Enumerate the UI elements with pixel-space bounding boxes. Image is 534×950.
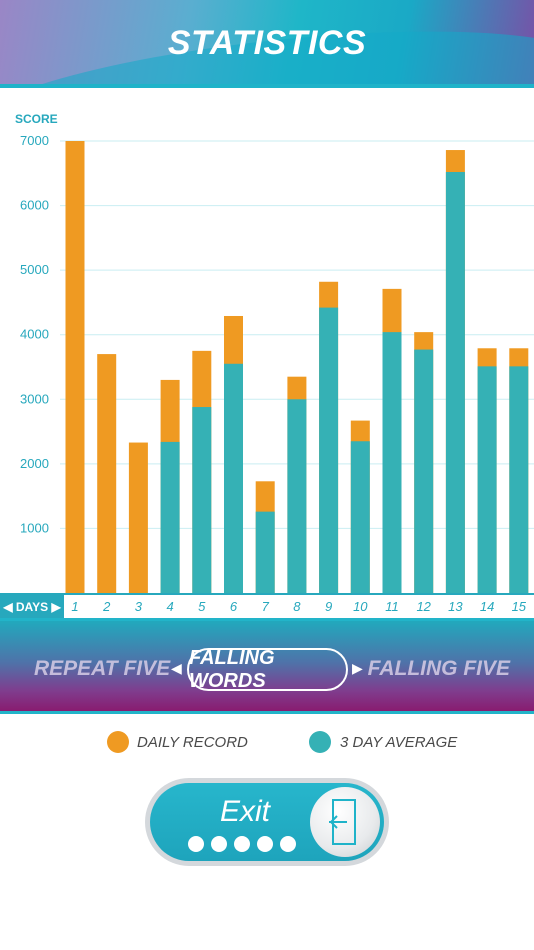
bar-three-day-average: [414, 349, 434, 593]
x-tick-label: 10: [353, 599, 368, 614]
bar-three-day-average: [287, 399, 307, 593]
next-arrow-icon[interactable]: ▶: [352, 660, 363, 676]
x-tick-label: 13: [448, 599, 463, 614]
x-tick-label: 15: [512, 599, 527, 614]
x-tick-label: 11: [385, 599, 399, 614]
progress-dot: [280, 836, 296, 852]
progress-dot: [257, 836, 273, 852]
x-tick-label: 7: [262, 599, 270, 614]
y-tick-label: 3000: [20, 391, 49, 406]
x-tick-label: 2: [102, 599, 111, 614]
bar-three-day-average: [224, 363, 243, 593]
prev-arrow-icon[interactable]: ◀: [171, 660, 182, 676]
progress-dot: [234, 836, 250, 852]
legend-average-label: 3 DAY AVERAGE: [340, 734, 458, 751]
days-label-box: [0, 595, 64, 618]
bar-daily-record: [128, 442, 148, 593]
x-tick-label: 12: [416, 599, 431, 614]
mode-previous[interactable]: REPEAT FIVE: [34, 657, 171, 680]
y-tick-label: 2000: [20, 456, 49, 471]
x-tick-label: 14: [480, 599, 494, 614]
y-tick-label: 5000: [20, 262, 49, 277]
bar-three-day-average: [509, 366, 529, 593]
x-tick-label: 5: [198, 599, 206, 614]
x-axis-label: ◀ DAYS ▶: [2, 600, 61, 614]
legend-daily-label: DAILY RECORD: [137, 734, 248, 751]
progress-dots: [188, 836, 296, 852]
daily-record-swatch: [107, 731, 129, 753]
header-banner: STATISTICS: [0, 0, 534, 88]
y-tick-label: 7000: [20, 133, 49, 148]
bar-three-day-average: [160, 441, 180, 593]
y-tick-label: 6000: [20, 198, 49, 213]
bar-three-day-average: [445, 171, 465, 593]
mode-next[interactable]: FALLING FIVE: [367, 657, 510, 680]
bar-three-day-average: [255, 511, 275, 593]
bar-three-day-average: [350, 441, 370, 593]
bar-three-day-average: [192, 407, 212, 593]
y-tick-label: 4000: [20, 327, 49, 342]
page-title: STATISTICS: [167, 24, 367, 62]
average-swatch: [309, 731, 331, 753]
bar-daily-record: [65, 141, 85, 593]
bar-three-day-average: [382, 332, 402, 593]
door-exit-icon[interactable]: [310, 787, 380, 857]
exit-label: Exit: [220, 795, 271, 828]
mode-current[interactable]: FALLING WORDS: [187, 647, 348, 692]
y-axis-label: SCORE: [15, 112, 58, 126]
score-chart: SCORE 1000 2000 3000 4000 5000 6000 7000 ◀ DAYS …: [0, 88, 534, 618]
chart-legend: DAILY RECORD 3 DAY AVERAGE: [0, 731, 534, 755]
progress-dot: [188, 836, 204, 852]
bar-daily-record: [97, 354, 117, 593]
bar-three-day-average: [319, 307, 339, 593]
y-tick-label: 1000: [20, 520, 49, 535]
x-tick-label: 6: [230, 599, 238, 614]
x-tick-label: 1: [71, 599, 78, 614]
exit-button[interactable]: Exit: [145, 778, 389, 866]
x-tick-label: 4: [166, 599, 173, 614]
mode-divider: [0, 711, 534, 714]
exit-button-body[interactable]: Exit: [150, 783, 384, 861]
progress-dot: [211, 836, 227, 852]
header-divider: [0, 84, 534, 88]
mode-selector: REPEAT FIVE ◀ FALLING WORDS ▶ FALLING FI…: [0, 618, 534, 714]
bar-three-day-average: [477, 366, 497, 593]
x-tick-label: 9: [325, 599, 332, 614]
chart-svg: SCORE 1000 2000 3000 4000 5000 6000 7000 ◀ DAYS …: [0, 112, 534, 618]
x-tick-label: 3: [135, 599, 143, 614]
x-tick-label: 8: [293, 599, 301, 614]
